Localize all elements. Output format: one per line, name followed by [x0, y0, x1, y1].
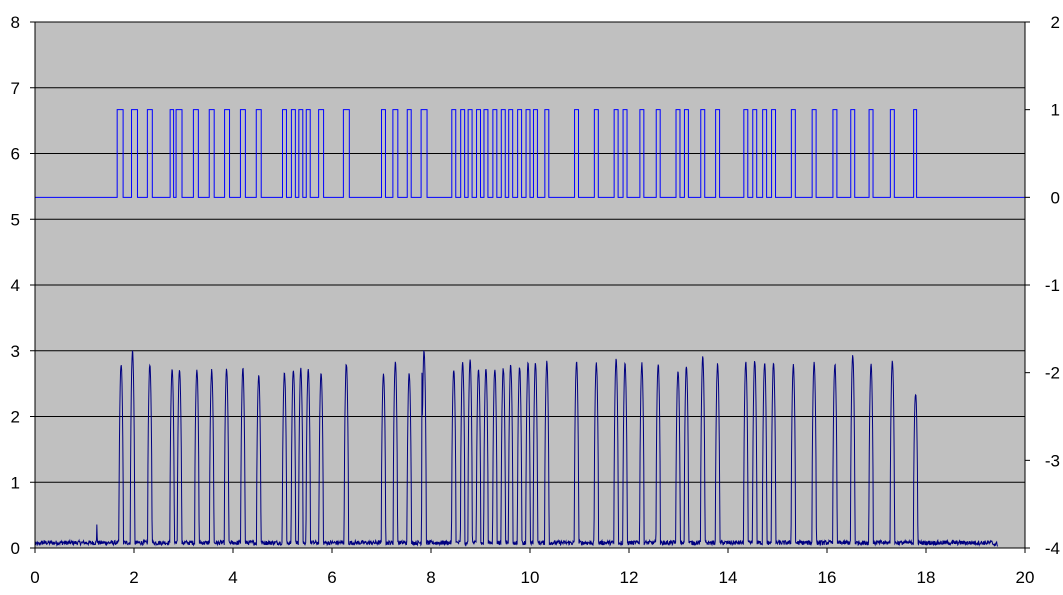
x-tick-label-4: 8: [426, 568, 435, 587]
x-tick-label-1: 2: [129, 568, 138, 587]
y2-tick-label-6: 2: [1051, 13, 1060, 32]
y-tick-label-8: 8: [11, 13, 20, 32]
y-tick-label-2: 2: [11, 408, 20, 427]
series-0-step-line: [35, 109, 1025, 198]
y2-tick-label-2: -2: [1045, 364, 1060, 383]
y2-tick-label-1: -3: [1045, 451, 1060, 470]
y-tick-label-3: 3: [11, 342, 20, 361]
y-tick-label-7: 7: [11, 79, 20, 98]
y2-axis-ticks: -4 -3 -2 -1 0 1 2: [1025, 13, 1060, 558]
x-tick-label-10: 20: [1016, 568, 1035, 587]
x-tick-label-0: 0: [30, 568, 39, 587]
x-tick-label-5: 10: [521, 568, 540, 587]
y-tick-label-5: 5: [11, 210, 20, 229]
x-tick-label-2: 4: [228, 568, 237, 587]
y2-tick-label-4: 0: [1051, 188, 1060, 207]
y-tick-label-0: 0: [11, 539, 20, 558]
x-tick-label-8: 16: [818, 568, 837, 587]
y-tick-label-4: 4: [11, 276, 20, 295]
x-tick-label-7: 14: [719, 568, 738, 587]
y2-tick-label-0: -4: [1045, 539, 1060, 558]
x-tick-label-6: 12: [620, 568, 639, 587]
x-tick-label-3: 6: [327, 568, 336, 587]
y2-tick-label-5: 1: [1051, 101, 1060, 120]
y-tick-label-6: 6: [11, 145, 20, 164]
series-layer: [34, 109, 1025, 547]
x-axis-ticks: 0 2 4 6 8 10 12 14 16 18 20: [30, 548, 1034, 587]
y-axis-ticks: 0 1 2 3 4 5 6 7 8: [11, 13, 35, 558]
y2-tick-label-3: -1: [1045, 276, 1060, 295]
x-tick-label-9: 18: [917, 568, 936, 587]
series-1-signal-line: [34, 349, 998, 547]
y-tick-label-1: 1: [11, 473, 20, 492]
